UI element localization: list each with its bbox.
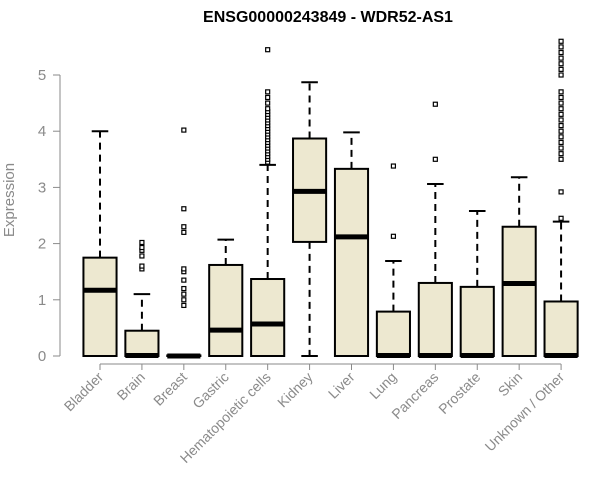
y-axis: 0 1 2 3 4 5: [38, 67, 61, 365]
x-tick-label: Pancreas: [388, 369, 441, 422]
outlier-point: [558, 106, 564, 112]
outlier-point: [181, 229, 187, 235]
box-10: [459, 210, 495, 358]
outlier-point: [558, 49, 564, 56]
outlier-point: [558, 215, 564, 221]
box-series: [82, 38, 579, 359]
outlier-point: [558, 156, 564, 162]
box-6: [292, 81, 328, 357]
outlier-point: [265, 94, 271, 101]
box-body: [333, 167, 370, 357]
outlier-point: [558, 55, 564, 61]
x-tick-label: Breast: [150, 369, 190, 409]
outlier-point: [558, 72, 564, 78]
outlier-point: [558, 122, 564, 129]
box-body: [375, 310, 411, 357]
outlier-point: [181, 291, 187, 297]
y-tick-label: 0: [38, 348, 46, 365]
y-tick-label: 4: [38, 123, 46, 140]
x-tick-label: Skin: [495, 369, 526, 400]
box-2: [124, 239, 160, 358]
outlier-point: [181, 277, 187, 283]
outlier-point: [181, 127, 187, 133]
outlier-point: [558, 128, 564, 134]
x-tick-label: Kidney: [274, 369, 316, 411]
outlier-point: [181, 285, 187, 292]
box-body: [208, 263, 244, 357]
y-tick-label: 3: [38, 179, 46, 196]
outlier-point: [558, 66, 564, 72]
outlier-point: [181, 206, 187, 212]
outlier-point: [265, 47, 271, 53]
box-4: [208, 238, 244, 357]
box-11: [501, 176, 537, 357]
outlier-point: [432, 156, 438, 162]
y-tick-label: 2: [38, 236, 46, 253]
box-5: [250, 47, 286, 358]
outlier-point: [265, 100, 271, 106]
box-body: [543, 300, 579, 357]
outlier-point: [558, 117, 564, 123]
outlier-point: [558, 94, 564, 101]
outlier-point: [558, 44, 564, 50]
outlier-point: [558, 38, 564, 44]
outlier-point: [265, 89, 271, 95]
outlier-point: [139, 253, 145, 259]
y-axis-label: Expression: [1, 163, 18, 237]
box-body: [459, 285, 495, 357]
outlier-point: [390, 163, 397, 169]
outlier-point: [265, 106, 271, 112]
box-body: [501, 225, 537, 357]
outlier-point: [558, 145, 564, 151]
box-1: [82, 130, 118, 357]
outlier-point: [558, 61, 564, 67]
outlier-point: [181, 224, 187, 230]
outlier-point: [558, 139, 564, 146]
y-tick-label: 1: [38, 292, 46, 309]
outlier-point: [558, 151, 564, 157]
outlier-point: [181, 302, 187, 309]
outlier-point: [558, 134, 564, 140]
x-tick-label: Brain: [114, 369, 148, 403]
box-8: [375, 163, 411, 358]
x-tick-label: Liver: [325, 369, 358, 402]
outlier-point: [432, 101, 438, 107]
x-tick-label: Bladder: [61, 369, 107, 415]
box-7: [333, 131, 370, 357]
box-3: [166, 127, 202, 359]
x-tick-label: Lung: [366, 369, 399, 402]
x-tick-label: Prostate: [435, 369, 483, 417]
box-body: [250, 278, 286, 358]
outlier-point: [181, 297, 187, 303]
outlier-point: [390, 233, 397, 239]
box-12: [543, 38, 579, 358]
outlier-point: [181, 266, 187, 272]
box-body: [82, 256, 118, 357]
box-body: [417, 281, 453, 357]
x-tick-label: Unknown / Other: [482, 369, 568, 455]
chart-title: ENSG00000243849 - WDR52-AS1: [203, 9, 453, 26]
y-tick-label: 5: [38, 67, 46, 84]
outlier-point: [139, 244, 145, 251]
outlier-point: [558, 189, 564, 195]
outlier-point: [558, 89, 564, 95]
outlier-point: [558, 100, 564, 106]
outlier-point: [139, 239, 145, 246]
outlier-point: [558, 111, 564, 117]
box-9: [417, 101, 453, 358]
box-body: [124, 329, 160, 357]
outlier-point: [139, 263, 145, 269]
